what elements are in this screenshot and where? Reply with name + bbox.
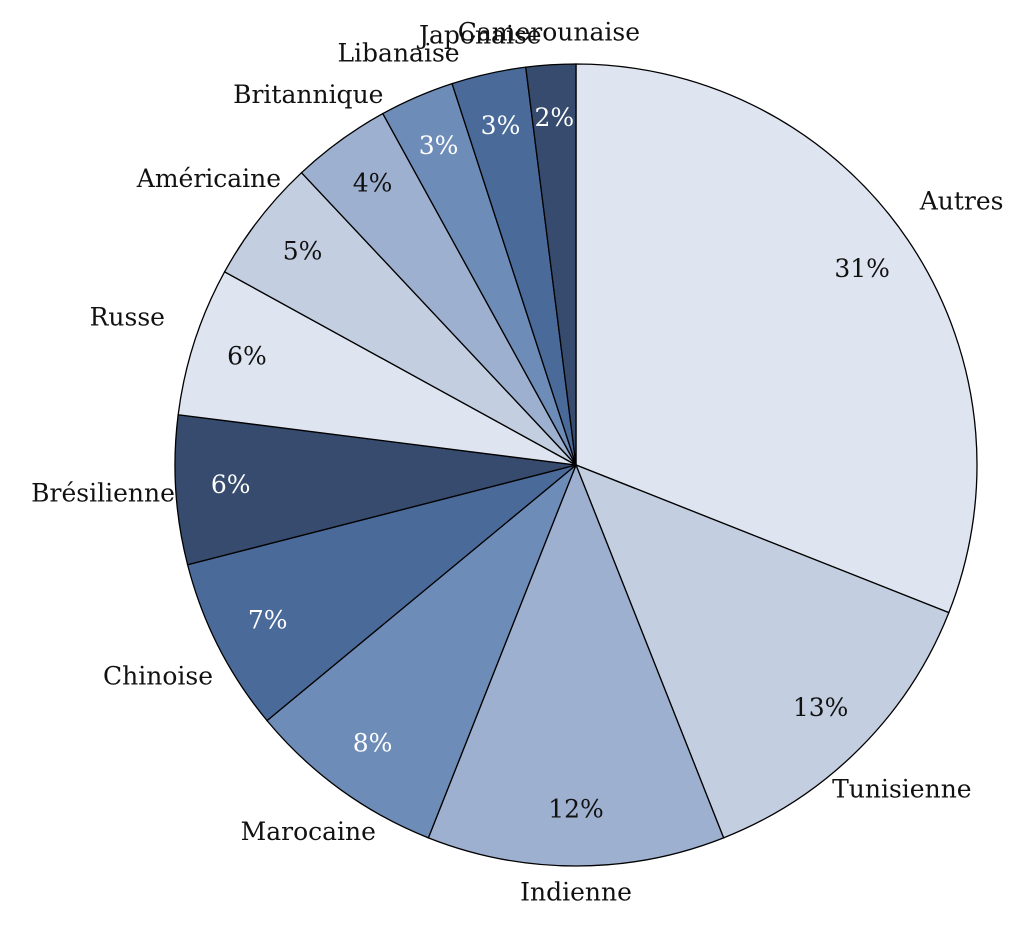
- value-label: 13%: [793, 693, 849, 722]
- pie-slice: [575, 63, 978, 614]
- value-label: 12%: [548, 795, 604, 824]
- pie-slice: [427, 463, 725, 867]
- pie-slice: [525, 63, 577, 466]
- category-label: Libanaise: [337, 38, 459, 67]
- category-label: Tunisienne: [832, 774, 972, 803]
- category-label: Brésilienne: [31, 478, 175, 507]
- category-label: Américaine: [136, 164, 281, 193]
- value-label: 7%: [248, 606, 288, 635]
- value-label: 6%: [211, 470, 251, 499]
- pie-slice: [186, 464, 577, 722]
- pie-slice: [266, 464, 577, 839]
- category-label: Russe: [90, 303, 165, 332]
- category-label: Britannique: [233, 80, 383, 109]
- value-label: 8%: [353, 728, 393, 757]
- category-label: Chinoise: [103, 661, 213, 690]
- pie-slice: [574, 463, 950, 839]
- category-label: Indienne: [520, 878, 632, 907]
- value-label: 4%: [353, 169, 393, 198]
- value-label: 31%: [834, 254, 890, 283]
- value-label: 3%: [419, 131, 459, 160]
- pie-slice: [177, 270, 577, 466]
- category-label: Autres: [919, 186, 1004, 215]
- value-label: 5%: [283, 236, 323, 265]
- category-label: Marocaine: [241, 817, 376, 846]
- category-label: Camerounaise: [458, 18, 640, 47]
- value-label: 3%: [481, 111, 521, 140]
- value-label: 2%: [534, 103, 574, 132]
- category-label: Japonaise: [416, 20, 542, 49]
- pie-slice: [174, 414, 577, 566]
- value-label: 6%: [227, 342, 267, 371]
